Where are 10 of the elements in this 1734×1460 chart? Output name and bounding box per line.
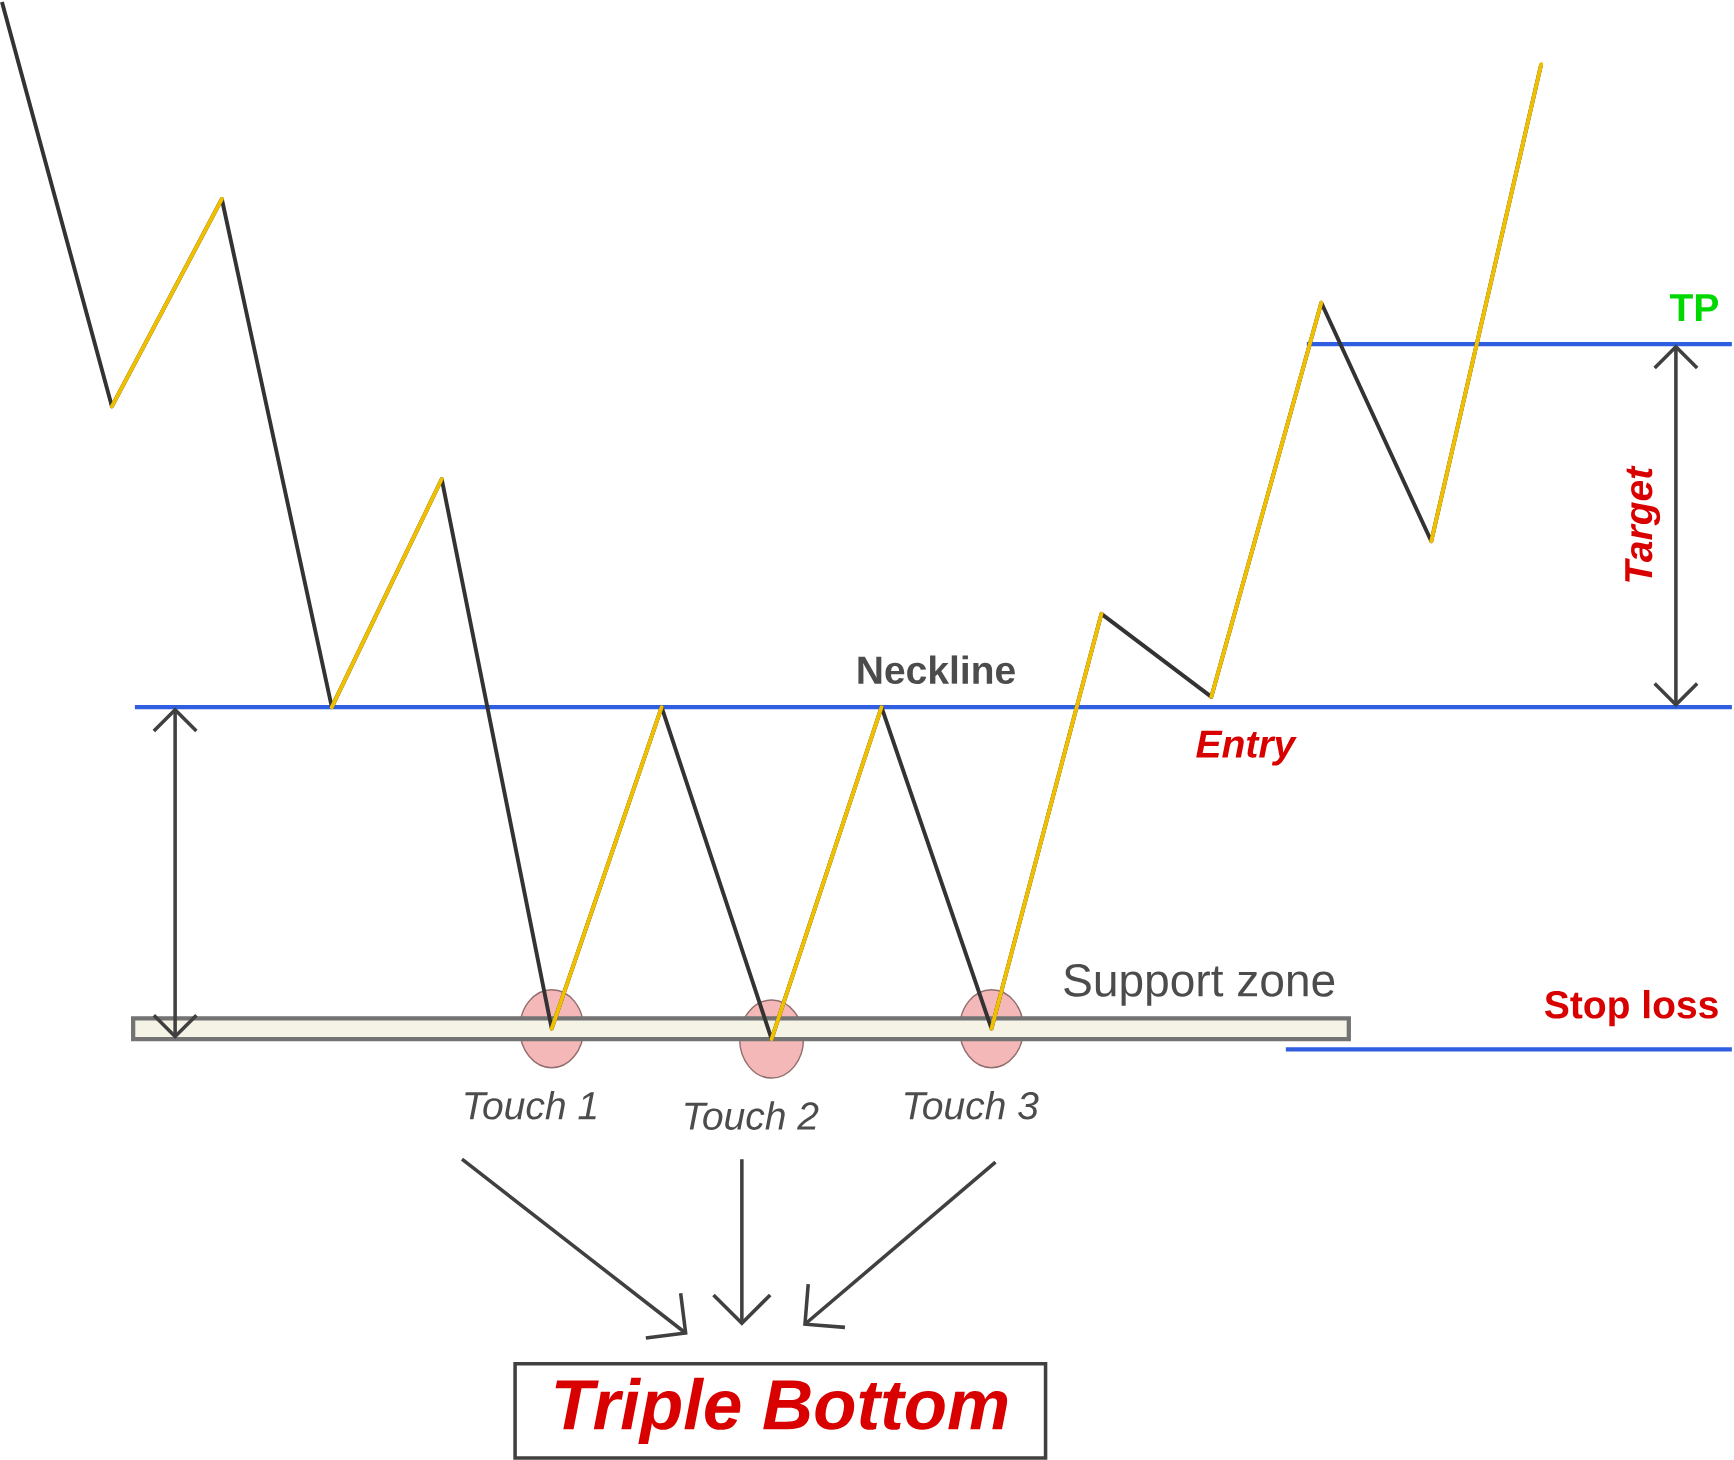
text: Touch 3 [905,1090,1039,1120]
text: Triple Bottom [555,1377,1008,1444]
ref-line-label: Neckline [858,655,1015,685]
band-label: Support zone [1064,964,1335,1006]
ref-line-label: Stop loss [1544,990,1718,1027]
text: Touch 1 [465,1090,596,1120]
text: Touch 2 [685,1101,819,1130]
ref-line-label: TP [1669,294,1719,322]
annotation: Entry [1196,730,1297,766]
text: Target [1625,465,1661,582]
